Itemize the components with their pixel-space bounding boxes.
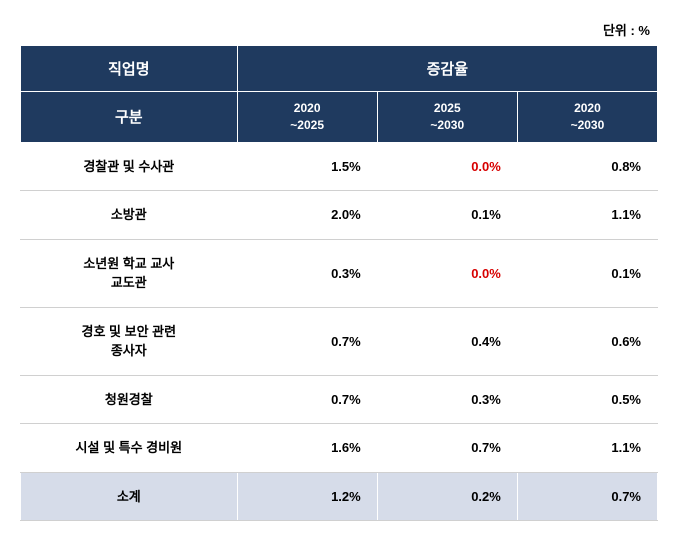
cell-v3: 0.8% bbox=[517, 142, 657, 191]
cell-v2: 0.0% bbox=[377, 239, 517, 307]
subtotal-v3: 0.7% bbox=[517, 472, 657, 521]
cell-v1: 1.6% bbox=[237, 424, 377, 473]
header-occupation: 직업명 bbox=[21, 46, 238, 92]
cell-v2: 0.3% bbox=[377, 375, 517, 424]
cell-v3: 0.1% bbox=[517, 239, 657, 307]
row-label: 시설 및 특수 경비원 bbox=[21, 424, 238, 473]
row-label: 소년원 학교 교사교도관 bbox=[21, 239, 238, 307]
cell-v2: 0.0% bbox=[377, 142, 517, 191]
cell-v2: 0.4% bbox=[377, 307, 517, 375]
subtotal-v2: 0.2% bbox=[377, 472, 517, 521]
cell-v2: 0.1% bbox=[377, 191, 517, 240]
header-period-1: 2025~2030 bbox=[377, 92, 517, 143]
header-category: 구분 bbox=[21, 92, 238, 143]
table-row: 시설 및 특수 경비원1.6%0.7%1.1% bbox=[21, 424, 658, 473]
unit-label: 단위 : % bbox=[20, 20, 658, 39]
cell-v1: 1.5% bbox=[237, 142, 377, 191]
table-row: 청원경찰0.7%0.3%0.5% bbox=[21, 375, 658, 424]
table-row: 소방관2.0%0.1%1.1% bbox=[21, 191, 658, 240]
subtotal-row: 소계1.2%0.2%0.7% bbox=[21, 472, 658, 521]
header-period-0: 2020~2025 bbox=[237, 92, 377, 143]
table-row: 경호 및 보안 관련종사자0.7%0.4%0.6% bbox=[21, 307, 658, 375]
cell-v3: 0.6% bbox=[517, 307, 657, 375]
cell-v1: 0.7% bbox=[237, 307, 377, 375]
table-body: 경찰관 및 수사관1.5%0.0%0.8%소방관2.0%0.1%1.1%소년원 … bbox=[21, 142, 658, 521]
cell-v1: 2.0% bbox=[237, 191, 377, 240]
cell-v3: 1.1% bbox=[517, 191, 657, 240]
header-period-2: 2020~2030 bbox=[517, 92, 657, 143]
row-label: 청원경찰 bbox=[21, 375, 238, 424]
header-rate: 증감율 bbox=[237, 46, 657, 92]
row-label: 경호 및 보안 관련종사자 bbox=[21, 307, 238, 375]
cell-v2: 0.7% bbox=[377, 424, 517, 473]
cell-v1: 0.7% bbox=[237, 375, 377, 424]
table-row: 경찰관 및 수사관1.5%0.0%0.8% bbox=[21, 142, 658, 191]
cell-v1: 0.3% bbox=[237, 239, 377, 307]
cell-v3: 1.1% bbox=[517, 424, 657, 473]
row-label: 소방관 bbox=[21, 191, 238, 240]
subtotal-label: 소계 bbox=[21, 472, 238, 521]
table-row: 소년원 학교 교사교도관0.3%0.0%0.1% bbox=[21, 239, 658, 307]
subtotal-v1: 1.2% bbox=[237, 472, 377, 521]
row-label: 경찰관 및 수사관 bbox=[21, 142, 238, 191]
rate-table: 직업명 증감율 구분 2020~2025 2025~2030 2020~2030… bbox=[20, 45, 658, 521]
cell-v3: 0.5% bbox=[517, 375, 657, 424]
